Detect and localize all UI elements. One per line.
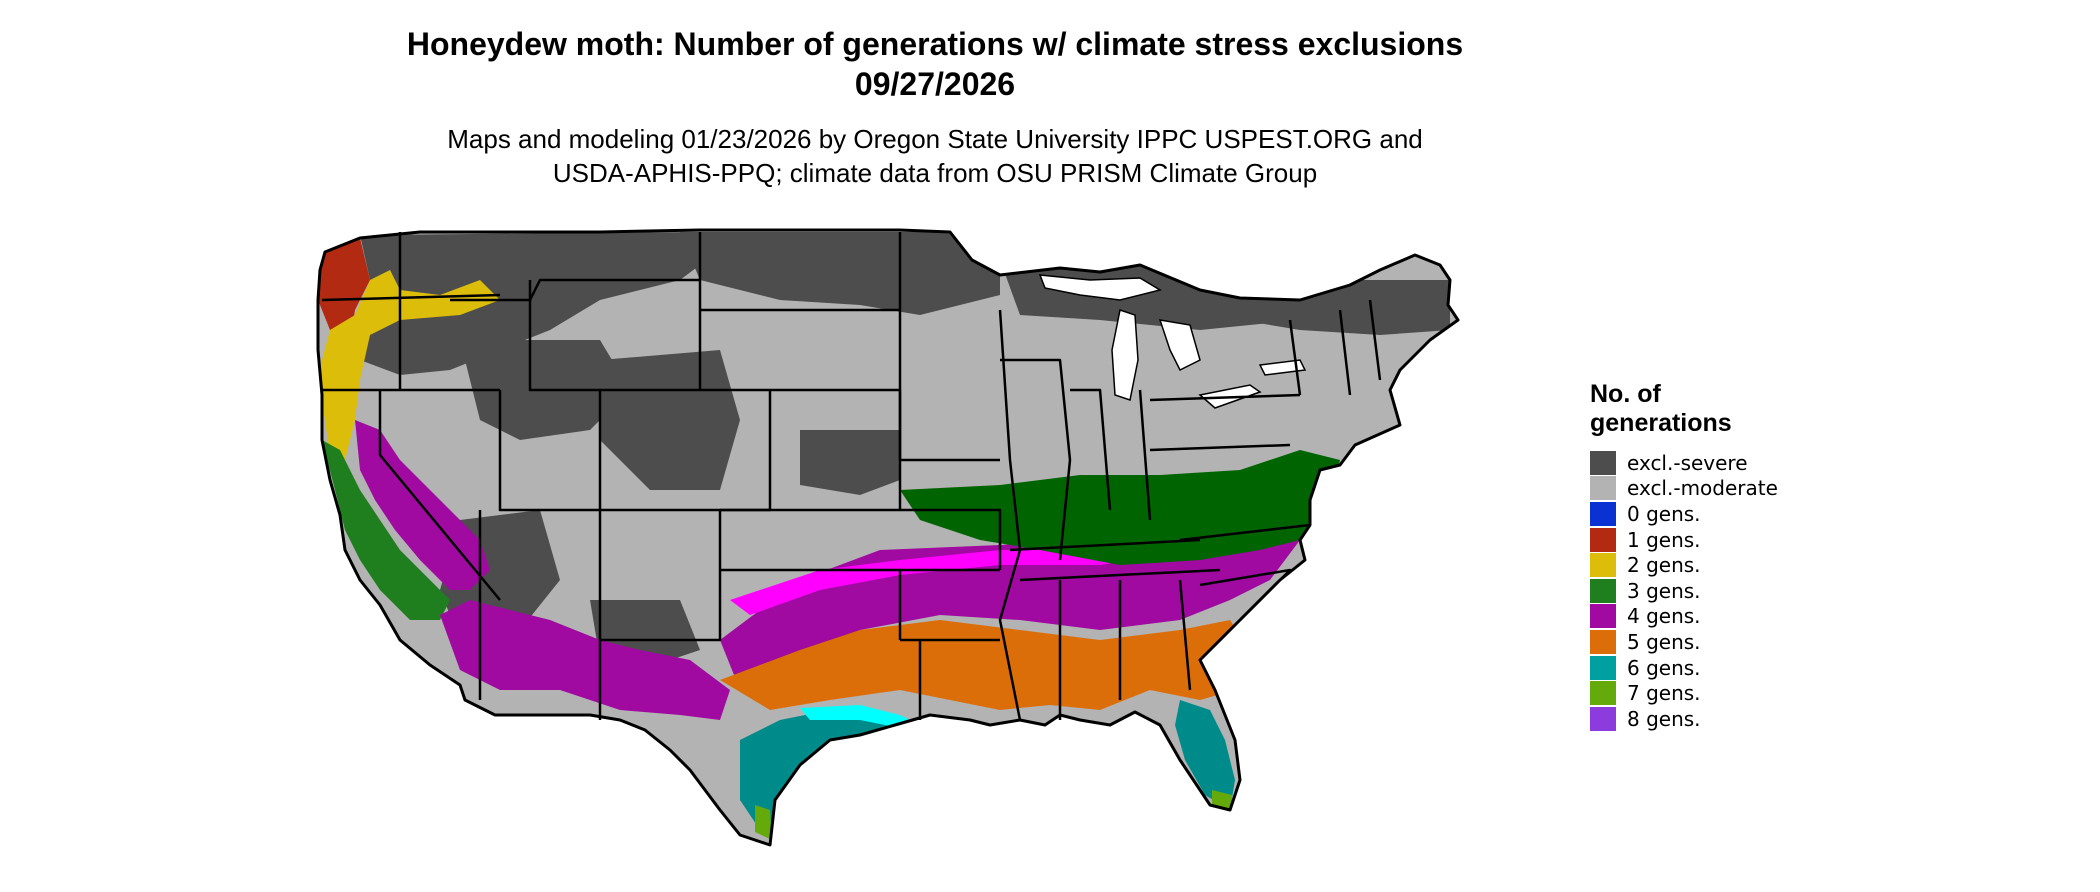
map-date: 09/27/2026: [854, 66, 1016, 102]
zone-5-gens: [720, 620, 1250, 710]
legend-title-line-2: generations: [1590, 409, 1732, 437]
border-mn-ia-mo: [898, 232, 1002, 570]
border-wa-or: [321, 293, 501, 302]
us-generations-map: [316, 228, 1460, 847]
border-wi-il: [1000, 358, 1072, 561]
legend-swatch: [1590, 604, 1616, 629]
legend-item: 6 gens.: [1590, 655, 1890, 681]
border-in-oh: [1070, 388, 1152, 521]
zone-6-gens-florida: [1175, 700, 1235, 810]
legend: No. of generations excl.-severe excl.-mod…: [1590, 380, 1890, 732]
zone-4-gens-southwest: [440, 600, 730, 720]
legend-label: 2 gens.: [1627, 553, 1701, 578]
legend-item: 8 gens.: [1590, 706, 1890, 732]
legend-label: 1 gens.: [1627, 527, 1701, 552]
us-outline: [316, 228, 1460, 847]
border-az-nm: [478, 510, 602, 720]
legend-item: 4 gens.: [1590, 604, 1890, 630]
lake-huron: [1158, 319, 1201, 372]
legend-item: 5 gens.: [1590, 629, 1890, 655]
legend-swatch: [1590, 553, 1616, 578]
lake-michigan: [1111, 309, 1139, 401]
legend-swatch: [1590, 527, 1616, 552]
legend-item: 1 gens.: [1590, 527, 1890, 553]
legend-label: 3 gens.: [1627, 578, 1701, 603]
zone-7-gens: [755, 805, 772, 840]
border-pa-ny: [1149, 393, 1301, 452]
border-ms-al-ga: [1058, 579, 1192, 720]
legend-label: 4 gens.: [1627, 604, 1701, 629]
legend-item: excl.-severe: [1590, 450, 1890, 476]
zone-1-gen: [318, 238, 370, 340]
legend-label: excl.-severe: [1627, 450, 1748, 475]
legend-label: 0 gens.: [1627, 501, 1701, 526]
great-lakes: [1038, 274, 1307, 409]
legend-swatch: [1590, 501, 1616, 526]
legend-swatch: [1590, 578, 1616, 603]
legend-list: excl.-severe excl.-moderate 0 gens. 1 gens.…: [1590, 450, 1890, 732]
legend-swatch: [1590, 476, 1616, 501]
legend-label: 8 gens.: [1627, 706, 1701, 731]
map-title: Honeydew moth: Number of generations w/ …: [406, 26, 1464, 62]
legend-swatch: [1590, 681, 1616, 706]
legend-item: excl.-moderate: [1590, 476, 1890, 502]
border-ca-nv: [378, 390, 501, 601]
legend-label: excl.-moderate: [1627, 476, 1778, 501]
legend-label: 7 gens.: [1627, 681, 1701, 706]
border-ky-tn: [1009, 538, 1221, 582]
legend-item: 7 gens.: [1590, 680, 1890, 706]
legend-swatch: [1590, 706, 1616, 731]
legend-swatch: [1590, 450, 1616, 475]
lake-ontario: [1258, 359, 1307, 376]
border-wy-box: [528, 280, 700, 392]
zone-2-gens: [322, 270, 500, 460]
zone-cyan-coast: [800, 705, 920, 728]
legend-swatch: [1590, 629, 1616, 654]
border-va-nc-sc: [1179, 523, 1311, 621]
legend-swatch: [1590, 655, 1616, 680]
border-ar-la: [900, 568, 1000, 720]
legend-label: 6 gens.: [1627, 655, 1701, 680]
border-new-england: [1288, 299, 1382, 396]
zone-fringe-magenta: [730, 540, 1200, 615]
zone-3-gens-east: [900, 450, 1340, 565]
legend-item: 2 gens.: [1590, 552, 1890, 578]
legend-label: 5 gens.: [1627, 629, 1701, 654]
legend-item: 0 gens.: [1590, 501, 1890, 527]
border-ut-co: [498, 390, 602, 512]
zone-3-gens-west: [322, 440, 450, 620]
legend-item: 3 gens.: [1590, 578, 1890, 604]
legend-title: No. of generations: [1590, 380, 1890, 438]
state-borders: [321, 232, 1382, 721]
subtitle-line-2: USDA-APHIS-PPQ; climate data from OSU PR…: [552, 158, 1318, 188]
border-tx-panhandle: [600, 510, 722, 642]
lake-superior: [1038, 274, 1162, 301]
subtitle-line-1: Maps and modeling 01/23/2026 by Oregon S…: [447, 124, 1423, 154]
border-mt-south: [450, 278, 700, 302]
legend-title-line-1: No. of: [1590, 380, 1661, 408]
